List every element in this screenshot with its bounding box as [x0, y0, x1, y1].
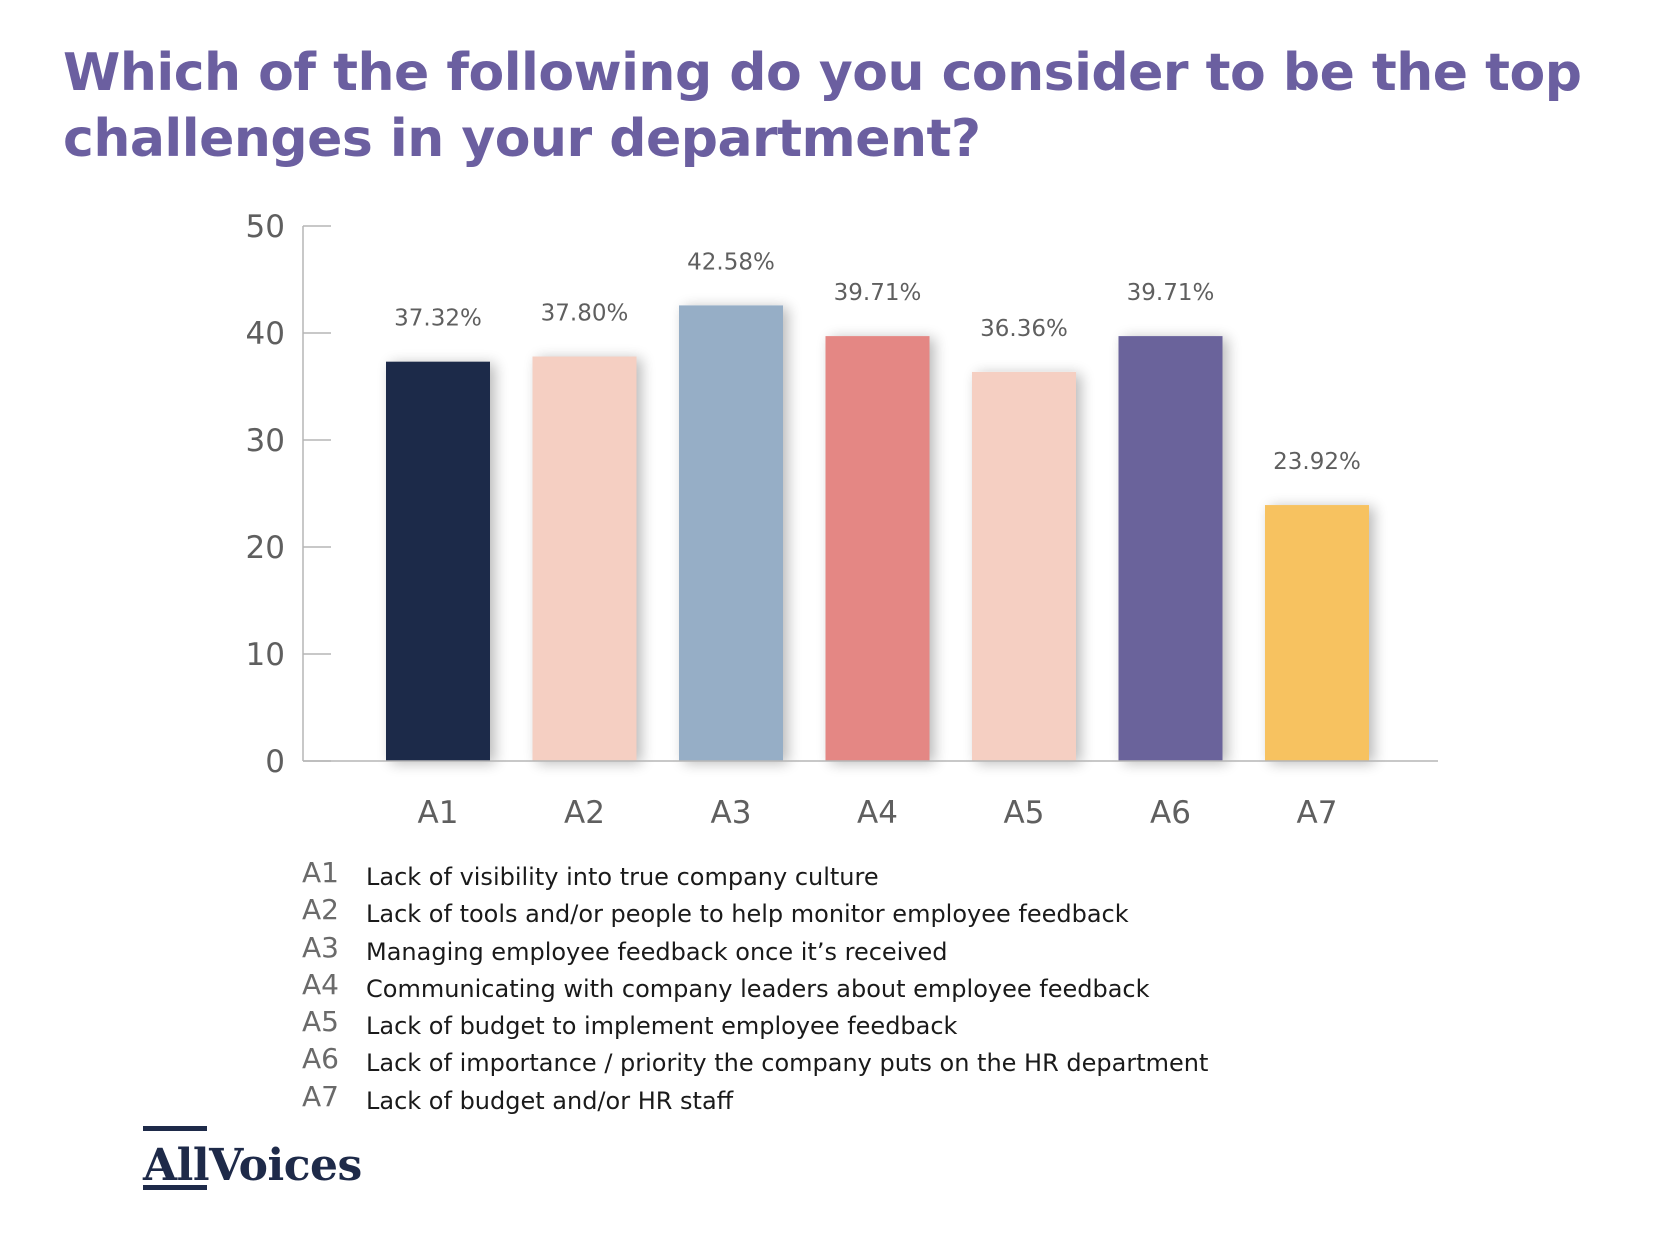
x-tick-label: A2 [564, 795, 605, 831]
bar-a4 [825, 336, 930, 761]
legend-code: A2 [302, 893, 339, 927]
y-tick-label: 30 [246, 423, 285, 459]
data-label-a5: 36.36% [980, 316, 1068, 342]
legend-code: A5 [302, 1005, 339, 1039]
bar-a3 [679, 305, 783, 761]
bar-a7 [1265, 505, 1369, 761]
legend-text: Lack of tools and/or people to help moni… [366, 900, 1129, 929]
y-tick-label: 10 [246, 637, 285, 673]
logo-rule-bottom [143, 1185, 207, 1190]
bar-a2 [532, 356, 637, 761]
legend-text: Lack of visibility into true company cul… [366, 863, 879, 891]
allvoices-logo: AllVoices [143, 1126, 362, 1190]
y-tick-label: 50 [246, 209, 285, 245]
y-tick-label: 40 [246, 316, 285, 352]
x-tick-label: A7 [1297, 795, 1338, 831]
data-label-a2: 37.80% [541, 301, 629, 327]
y-tick-label: 0 [265, 744, 285, 780]
legend-text: Lack of budget to implement employee fee… [366, 1012, 958, 1041]
legend-code: A1 [302, 856, 339, 889]
bar-chart: 0 10 20 30 40 50 37.32% 37.80% 42.58% 39.71% 36.3… [246, 209, 1438, 831]
legend-text: Communicating with company leaders about… [366, 974, 1150, 1003]
x-tick-label: A4 [857, 795, 898, 831]
x-tick-label: A3 [711, 795, 752, 831]
legend-text: Lack of budget and/or HR staff [366, 1086, 734, 1115]
x-tick-label: A6 [1150, 795, 1191, 831]
y-tick-label: 20 [246, 530, 285, 566]
chart-title: Which of the following do you consider t… [63, 43, 1582, 169]
bar-a5 [972, 371, 1076, 761]
data-labels: 37.32% 37.80% 42.58% 39.71% 36.36% 39.71% 23.9… [394, 249, 1361, 475]
bars [386, 305, 1369, 761]
bar-a1 [386, 361, 490, 761]
legend-text: Lack of importance / priority the compan… [366, 1049, 1209, 1078]
legend-code: A3 [302, 930, 339, 964]
x-axis: A1 A2 A3 A4 A5 A6 A7 [303, 760, 1438, 831]
data-label-a6: 39.71% [1127, 280, 1215, 306]
x-tick-label: A5 [1004, 795, 1045, 831]
legend-code: A4 [302, 967, 339, 1001]
legend-code: A6 [302, 1042, 339, 1076]
data-label-a1: 37.32% [394, 306, 482, 332]
logo-rule-top [143, 1126, 207, 1131]
data-label-a4: 39.71% [834, 280, 922, 306]
logo-text: AllVoices [143, 1140, 362, 1191]
legend-code: A7 [302, 1079, 339, 1113]
y-axis: 0 10 20 30 40 50 [246, 209, 331, 780]
legend-text: Managing employee feedback once it’s rec… [366, 937, 948, 966]
data-label-a3: 42.58% [687, 249, 775, 275]
data-label-a7: 23.92% [1273, 449, 1361, 475]
x-tick-label: A1 [418, 795, 459, 831]
bar-a6 [1118, 336, 1223, 761]
